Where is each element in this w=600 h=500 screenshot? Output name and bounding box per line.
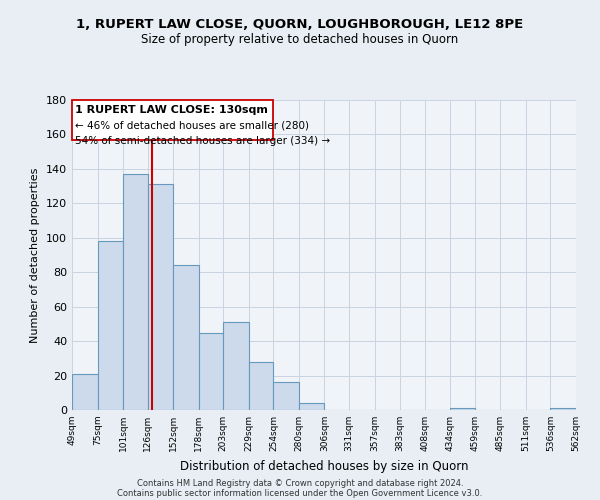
Bar (173, 266, 199, 410)
Y-axis label: Number of detached properties: Number of detached properties (31, 168, 40, 342)
Bar (123, 174, 148, 410)
Bar (199, 332, 223, 410)
Text: Contains HM Land Registry data © Crown copyright and database right 2024.: Contains HM Land Registry data © Crown c… (137, 478, 463, 488)
Bar (148, 184, 173, 410)
Bar (249, 362, 274, 410)
Text: 1, RUPERT LAW CLOSE, QUORN, LOUGHBOROUGH, LE12 8PE: 1, RUPERT LAW CLOSE, QUORN, LOUGHBOROUGH… (76, 18, 524, 30)
X-axis label: Distribution of detached houses by size in Quorn: Distribution of detached houses by size … (180, 460, 468, 472)
Bar (98, 241, 123, 410)
Bar (450, 408, 475, 410)
Text: 1 RUPERT LAW CLOSE: 130sqm: 1 RUPERT LAW CLOSE: 130sqm (75, 105, 268, 115)
Bar (72, 100, 274, 140)
Bar (550, 408, 576, 410)
Text: Contains public sector information licensed under the Open Government Licence v3: Contains public sector information licen… (118, 488, 482, 498)
Bar (299, 403, 325, 410)
Bar (72, 374, 98, 410)
Text: ← 46% of detached houses are smaller (280): ← 46% of detached houses are smaller (28… (75, 120, 309, 130)
Bar (223, 322, 249, 410)
Text: 54% of semi-detached houses are larger (334) →: 54% of semi-detached houses are larger (… (75, 136, 330, 146)
Text: Size of property relative to detached houses in Quorn: Size of property relative to detached ho… (142, 32, 458, 46)
Bar (274, 382, 299, 410)
